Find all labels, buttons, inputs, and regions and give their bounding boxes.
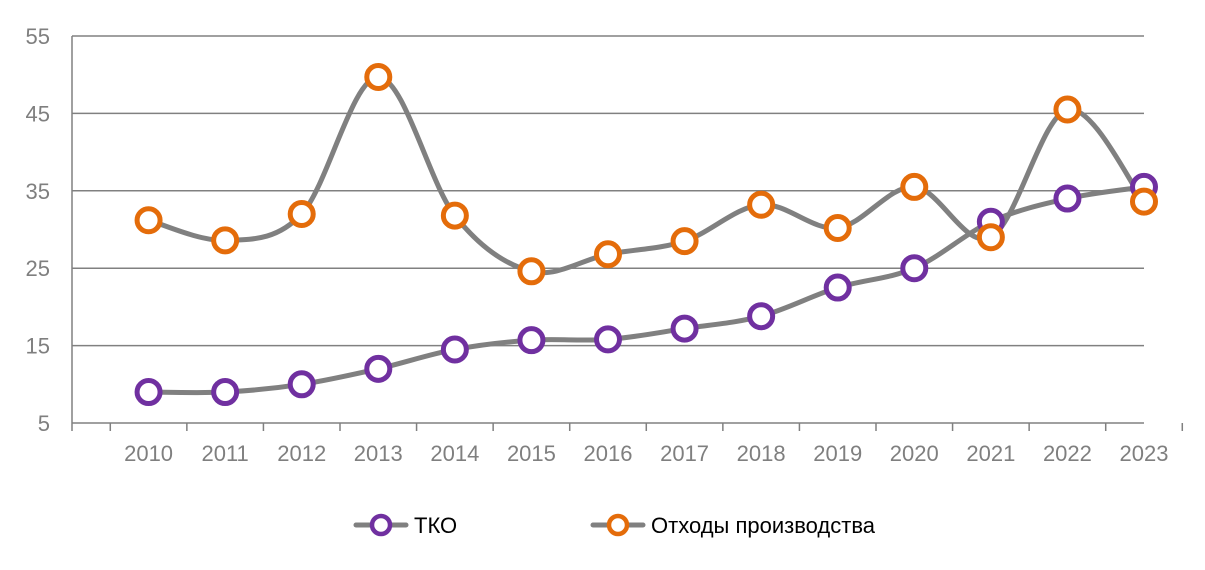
series-2-point [364, 63, 393, 92]
x-tick-label: 2022 [1043, 441, 1092, 466]
series-2-point [670, 227, 699, 256]
series-1-point [364, 354, 393, 383]
series-1-point [1053, 184, 1082, 213]
series-2-point [976, 223, 1005, 252]
x-tick-label: 2016 [584, 441, 633, 466]
x-tick-label: 2015 [507, 441, 556, 466]
x-tick-label: 2012 [277, 441, 326, 466]
x-tick-label: 2013 [354, 441, 403, 466]
y-tick-label: 25 [26, 256, 50, 281]
legend-marker-2 [606, 513, 630, 537]
series-1-point [594, 325, 622, 354]
legend-label-2: Отходы производства [651, 513, 876, 538]
series-1-point [823, 273, 852, 302]
x-tick-label: 2023 [1120, 441, 1169, 466]
series-2-point [1053, 95, 1082, 124]
series-1-point [900, 254, 929, 283]
series-2-point [1130, 187, 1158, 216]
x-tick-label: 2014 [430, 441, 479, 466]
series-1-point [134, 378, 163, 407]
series-2-point [900, 172, 929, 201]
y-tick-label: 55 [26, 24, 50, 49]
series-1-point [747, 302, 776, 331]
y-tick-label: 45 [26, 101, 50, 126]
series-2-point [823, 213, 852, 242]
x-tick-label: 2021 [966, 441, 1015, 466]
series-1-point [440, 335, 469, 364]
plot-area [134, 63, 1158, 407]
series-2-point [211, 226, 240, 255]
axes [71, 36, 1184, 431]
legend-marker-1 [369, 513, 393, 537]
series-2-point [517, 257, 546, 286]
x-tick-label: 2011 [201, 441, 248, 466]
y-tick-label: 35 [26, 179, 50, 204]
x-tick-label: 2017 [660, 441, 709, 466]
y-tick-label: 15 [26, 334, 50, 359]
x-tick-label: 2010 [124, 441, 173, 466]
series-1-point [517, 326, 546, 355]
series-1-point [287, 370, 316, 399]
series-2-point [594, 240, 622, 269]
tick-labels: 5 15 25 35 45 55 2010 2011 2012 2013 2014 2015 2016 2… [26, 24, 1169, 466]
series-2-point [287, 200, 316, 229]
series-1-point [211, 378, 240, 407]
legend-label-1: ТКО [414, 513, 457, 538]
x-tick-label: 2018 [737, 441, 786, 466]
series-2-point [134, 206, 163, 235]
series-1-point [670, 314, 699, 343]
legend: ТКО Отходы производства [353, 513, 876, 538]
x-tick-label: 2019 [813, 441, 862, 466]
series-2-point [747, 190, 776, 219]
y-tick-label: 5 [38, 411, 50, 436]
series-2-point [440, 201, 469, 230]
x-tick-label: 2020 [890, 441, 939, 466]
